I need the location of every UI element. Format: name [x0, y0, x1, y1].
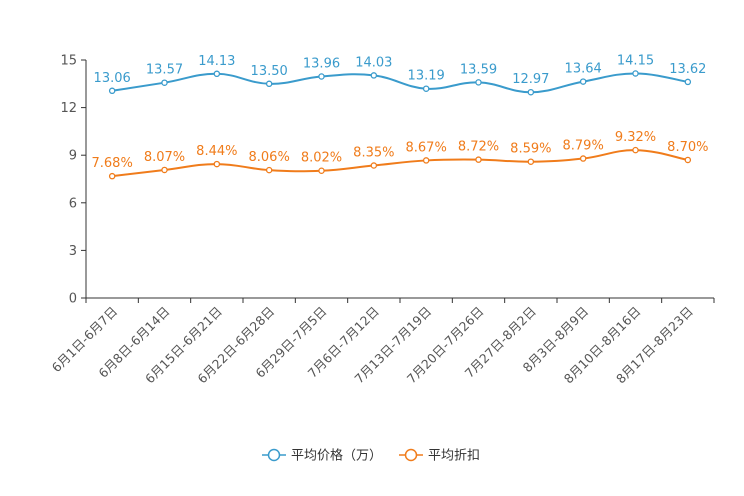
data-label: 14.15 [617, 53, 654, 68]
data-point[interactable] [318, 167, 325, 174]
data-label: 8.06% [249, 150, 290, 165]
data-point[interactable] [213, 70, 221, 78]
data-point[interactable] [108, 172, 116, 180]
data-label: 13.64 [565, 62, 602, 77]
data-point[interactable] [475, 156, 482, 163]
legend-item-1[interactable]: 平均折扣 [399, 449, 480, 464]
legend-label: 平均折扣 [428, 449, 480, 464]
data-point[interactable] [108, 87, 116, 95]
data-point[interactable] [527, 88, 535, 96]
data-point[interactable] [370, 162, 378, 169]
data-label: 13.06 [94, 71, 131, 86]
data-point[interactable] [632, 146, 639, 154]
data-label: 13.59 [460, 62, 497, 77]
data-label: 13.62 [669, 62, 706, 77]
data-label: 7.68% [92, 156, 133, 171]
data-label: 8.72% [458, 140, 499, 155]
data-point[interactable] [684, 78, 692, 86]
series-1: 7.68% 8.07% 8.44% 8.06% 8.02% 8.35% 8.67% 8.72%… [92, 130, 708, 180]
chart-series-layer: 13.06 13.57 14.13 13.50 13.96 14.03 13.19 13.59… [92, 53, 708, 180]
data-label: 9.32% [615, 130, 656, 145]
data-label: 8.44% [196, 144, 237, 159]
data-point[interactable] [684, 156, 692, 164]
data-point[interactable] [370, 72, 378, 79]
data-point[interactable] [265, 166, 273, 174]
y-tick-label: 12 [60, 101, 77, 116]
data-label: 8.02% [301, 151, 342, 166]
data-point[interactable] [579, 78, 587, 85]
data-label: 13.19 [408, 69, 445, 84]
data-label: 8.07% [144, 150, 185, 165]
data-label: 8.70% [667, 140, 708, 155]
data-point[interactable] [213, 160, 221, 168]
data-point[interactable] [579, 155, 587, 162]
data-point[interactable] [161, 79, 168, 86]
legend-marker-icon [404, 448, 418, 462]
legend-marker-icon [267, 448, 281, 462]
data-label: 8.35% [353, 146, 394, 161]
data-label: 14.13 [198, 54, 235, 69]
data-point[interactable] [422, 157, 430, 164]
data-label: 8.67% [406, 140, 447, 155]
data-label: 13.50 [251, 64, 288, 79]
chart-axes: 036912156月1日-6月7日6月8日-6月14日6月15日-6月21日6月… [49, 54, 715, 386]
data-label: 8.79% [563, 139, 604, 154]
data-point[interactable] [422, 85, 430, 92]
data-point[interactable] [161, 166, 168, 174]
y-tick-label: 3 [69, 244, 77, 259]
series-0: 13.06 13.57 14.13 13.50 13.96 14.03 13.19 13.59… [94, 53, 706, 96]
data-point[interactable] [632, 70, 639, 77]
y-tick-label: 9 [69, 149, 77, 164]
data-label: 13.57 [146, 63, 183, 78]
series-line [112, 72, 688, 94]
y-tick-label: 15 [60, 54, 77, 69]
data-label: 13.96 [303, 57, 340, 72]
data-label: 12.97 [512, 72, 549, 87]
data-point[interactable] [265, 80, 273, 88]
series-line [112, 149, 689, 178]
chart-legend[interactable]: 平均价格（万） 平均折扣 [262, 448, 480, 464]
data-label: 14.03 [355, 55, 392, 70]
legend-label: 平均价格（万） [291, 448, 382, 464]
y-tick-label: 6 [69, 196, 77, 211]
data-point[interactable] [475, 79, 482, 86]
data-point[interactable] [527, 158, 535, 165]
y-tick-label: 0 [69, 292, 77, 307]
legend-item-0[interactable]: 平均价格（万） [262, 448, 382, 464]
data-label: 8.59% [510, 142, 551, 157]
data-point[interactable] [318, 73, 325, 80]
